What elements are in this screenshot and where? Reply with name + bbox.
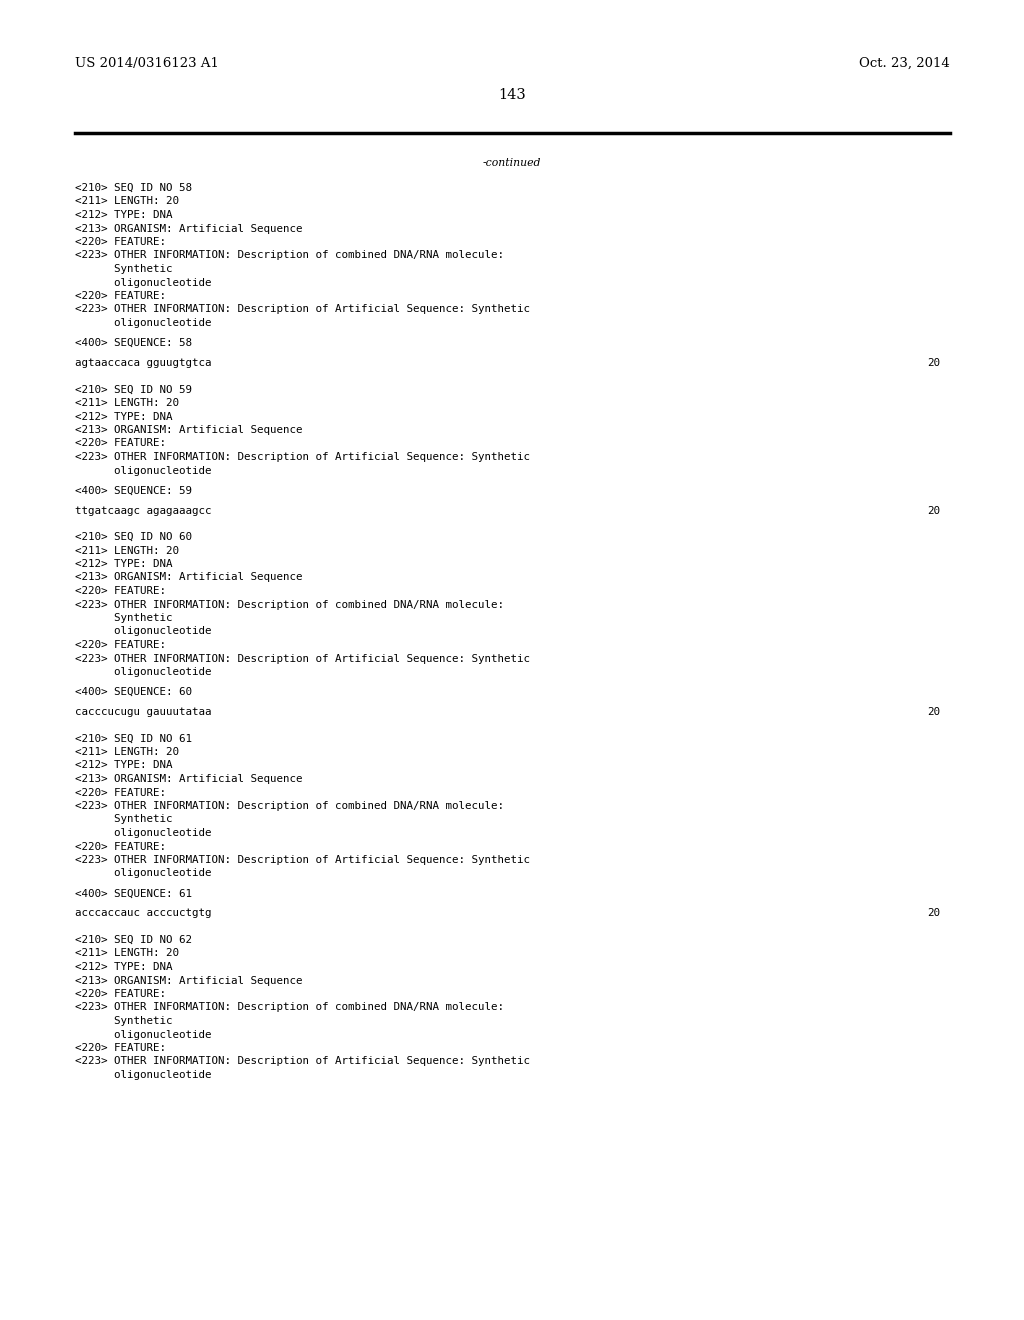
Text: oligonucleotide: oligonucleotide	[75, 1071, 212, 1080]
Text: <220> FEATURE:: <220> FEATURE:	[75, 586, 166, 597]
Text: <210> SEQ ID NO 58: <210> SEQ ID NO 58	[75, 183, 193, 193]
Text: <213> ORGANISM: Artificial Sequence: <213> ORGANISM: Artificial Sequence	[75, 573, 302, 582]
Text: <220> FEATURE:: <220> FEATURE:	[75, 640, 166, 649]
Text: <212> TYPE: DNA: <212> TYPE: DNA	[75, 760, 172, 771]
Text: <223> OTHER INFORMATION: Description of Artificial Sequence: Synthetic: <223> OTHER INFORMATION: Description of …	[75, 653, 530, 664]
Text: <220> FEATURE:: <220> FEATURE:	[75, 788, 166, 797]
Text: oligonucleotide: oligonucleotide	[75, 277, 212, 288]
Text: <211> LENGTH: 20: <211> LENGTH: 20	[75, 545, 179, 556]
Text: <223> OTHER INFORMATION: Description of combined DNA/RNA molecule:: <223> OTHER INFORMATION: Description of …	[75, 1002, 504, 1012]
Text: <223> OTHER INFORMATION: Description of combined DNA/RNA molecule:: <223> OTHER INFORMATION: Description of …	[75, 801, 504, 810]
Text: <223> OTHER INFORMATION: Description of Artificial Sequence: Synthetic: <223> OTHER INFORMATION: Description of …	[75, 1056, 530, 1067]
Text: ttgatcaagc agagaaagcc: ttgatcaagc agagaaagcc	[75, 506, 212, 516]
Text: <220> FEATURE:: <220> FEATURE:	[75, 989, 166, 999]
Text: <212> TYPE: DNA: <212> TYPE: DNA	[75, 962, 172, 972]
Text: <223> OTHER INFORMATION: Description of Artificial Sequence: Synthetic: <223> OTHER INFORMATION: Description of …	[75, 855, 530, 865]
Text: Synthetic: Synthetic	[75, 1016, 172, 1026]
Text: <213> ORGANISM: Artificial Sequence: <213> ORGANISM: Artificial Sequence	[75, 425, 302, 436]
Text: <223> OTHER INFORMATION: Description of Artificial Sequence: Synthetic: <223> OTHER INFORMATION: Description of …	[75, 451, 530, 462]
Text: oligonucleotide: oligonucleotide	[75, 667, 212, 677]
Text: -continued: -continued	[482, 158, 542, 168]
Text: <213> ORGANISM: Artificial Sequence: <213> ORGANISM: Artificial Sequence	[75, 223, 302, 234]
Text: <211> LENGTH: 20: <211> LENGTH: 20	[75, 197, 179, 206]
Text: oligonucleotide: oligonucleotide	[75, 318, 212, 327]
Text: <213> ORGANISM: Artificial Sequence: <213> ORGANISM: Artificial Sequence	[75, 774, 302, 784]
Text: <400> SEQUENCE: 60: <400> SEQUENCE: 60	[75, 686, 193, 697]
Text: 20: 20	[927, 358, 940, 368]
Text: 143: 143	[498, 88, 526, 102]
Text: <223> OTHER INFORMATION: Description of combined DNA/RNA molecule:: <223> OTHER INFORMATION: Description of …	[75, 251, 504, 260]
Text: 20: 20	[927, 908, 940, 919]
Text: <212> TYPE: DNA: <212> TYPE: DNA	[75, 558, 172, 569]
Text: <210> SEQ ID NO 59: <210> SEQ ID NO 59	[75, 384, 193, 395]
Text: 20: 20	[927, 506, 940, 516]
Text: agtaaccaca gguugtgtca: agtaaccaca gguugtgtca	[75, 358, 212, 368]
Text: <400> SEQUENCE: 61: <400> SEQUENCE: 61	[75, 888, 193, 899]
Text: <220> FEATURE:: <220> FEATURE:	[75, 1043, 166, 1053]
Text: <211> LENGTH: 20: <211> LENGTH: 20	[75, 949, 179, 958]
Text: oligonucleotide: oligonucleotide	[75, 1030, 212, 1040]
Text: <223> OTHER INFORMATION: Description of Artificial Sequence: Synthetic: <223> OTHER INFORMATION: Description of …	[75, 305, 530, 314]
Text: <220> FEATURE:: <220> FEATURE:	[75, 438, 166, 449]
Text: <211> LENGTH: 20: <211> LENGTH: 20	[75, 747, 179, 756]
Text: oligonucleotide: oligonucleotide	[75, 466, 212, 475]
Text: Synthetic: Synthetic	[75, 612, 172, 623]
Text: acccaccauc acccuctgtg: acccaccauc acccuctgtg	[75, 908, 212, 919]
Text: <212> TYPE: DNA: <212> TYPE: DNA	[75, 412, 172, 421]
Text: oligonucleotide: oligonucleotide	[75, 869, 212, 879]
Text: <223> OTHER INFORMATION: Description of combined DNA/RNA molecule:: <223> OTHER INFORMATION: Description of …	[75, 599, 504, 610]
Text: <220> FEATURE:: <220> FEATURE:	[75, 842, 166, 851]
Text: <210> SEQ ID NO 62: <210> SEQ ID NO 62	[75, 935, 193, 945]
Text: Synthetic: Synthetic	[75, 264, 172, 275]
Text: oligonucleotide: oligonucleotide	[75, 627, 212, 636]
Text: <400> SEQUENCE: 58: <400> SEQUENCE: 58	[75, 338, 193, 348]
Text: oligonucleotide: oligonucleotide	[75, 828, 212, 838]
Text: <212> TYPE: DNA: <212> TYPE: DNA	[75, 210, 172, 220]
Text: Oct. 23, 2014: Oct. 23, 2014	[859, 57, 950, 70]
Text: US 2014/0316123 A1: US 2014/0316123 A1	[75, 57, 219, 70]
Text: Synthetic: Synthetic	[75, 814, 172, 825]
Text: <400> SEQUENCE: 59: <400> SEQUENCE: 59	[75, 486, 193, 495]
Text: <210> SEQ ID NO 61: <210> SEQ ID NO 61	[75, 734, 193, 743]
Text: <210> SEQ ID NO 60: <210> SEQ ID NO 60	[75, 532, 193, 543]
Text: <213> ORGANISM: Artificial Sequence: <213> ORGANISM: Artificial Sequence	[75, 975, 302, 986]
Text: <220> FEATURE:: <220> FEATURE:	[75, 238, 166, 247]
Text: <211> LENGTH: 20: <211> LENGTH: 20	[75, 399, 179, 408]
Text: 20: 20	[927, 708, 940, 717]
Text: <220> FEATURE:: <220> FEATURE:	[75, 290, 166, 301]
Text: cacccucugu gauuutataa: cacccucugu gauuutataa	[75, 708, 212, 717]
